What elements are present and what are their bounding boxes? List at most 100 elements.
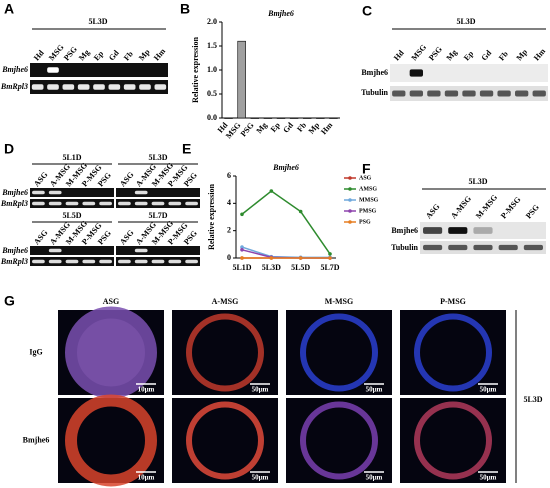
y-axis-label: Relative expression [191, 37, 200, 103]
gel-band [32, 201, 45, 206]
lane-label: PSG [427, 45, 444, 63]
point [298, 209, 303, 214]
bar [250, 117, 260, 119]
scale-bar-label: 10μm [138, 474, 155, 482]
stage-label: 5L3D [523, 395, 542, 404]
panel-label: D [4, 141, 14, 157]
lane-label: MSG [47, 43, 66, 63]
gel-band [151, 259, 165, 264]
x-tick-label: Mp [307, 120, 322, 135]
gel-band [168, 259, 182, 264]
gel-band [479, 90, 494, 97]
panel-label: B [180, 1, 190, 17]
lane-label: Mg [77, 48, 91, 63]
row-label: Bmjhe6 [361, 68, 388, 77]
gel-band [473, 227, 493, 234]
legend-label: PMSG [359, 208, 377, 214]
lane-label: Ep [462, 49, 476, 63]
y-tick-label: 6 [227, 171, 231, 180]
lane-label: PSG [62, 45, 79, 63]
tissue-ring [186, 313, 264, 392]
stage-label: 5L3D [456, 17, 475, 26]
x-tick-label: PSG [239, 121, 256, 139]
row-label: Bmjhe6 [391, 226, 418, 235]
gel-band [168, 201, 182, 206]
gel-band [93, 84, 105, 90]
y-tick-label: 0 [227, 253, 231, 262]
gel-band [134, 248, 148, 253]
lane-label: ASG [118, 170, 135, 188]
gel-strip [30, 188, 114, 197]
point [269, 189, 274, 193]
column-label: A-MSG [212, 297, 239, 306]
gel-band [48, 201, 62, 206]
gel-band [47, 84, 59, 90]
series-line [241, 190, 331, 255]
y-tick-label: 1.5 [207, 41, 217, 50]
panel-label: G [4, 293, 15, 309]
gel-band [62, 84, 75, 90]
lane-label: ASG [32, 170, 49, 188]
row-label: Bmjhe6 [23, 435, 50, 444]
tissue-ring [300, 401, 378, 480]
lane-label: Ep [92, 49, 106, 63]
x-tick-label: 5L1D [232, 263, 251, 272]
lane-label: A-MSG [449, 194, 473, 220]
tissue-ring [300, 313, 378, 392]
row-label: Bmjhe6 [1, 246, 28, 255]
x-tick-label: Gd [281, 120, 295, 134]
lane-label: Gd [480, 48, 494, 62]
lane-label: MSG [410, 43, 429, 63]
bar [263, 117, 273, 119]
row-label: Bmjhe6 [1, 188, 28, 197]
scale-bar-label: 50μm [480, 474, 497, 482]
y-tick-label: 2.0 [207, 17, 217, 26]
stage-label: 5L5D [62, 211, 81, 220]
gel-band [423, 244, 443, 251]
legend-marker [348, 198, 352, 202]
gel-band [32, 259, 45, 264]
panel-label: C [362, 3, 372, 19]
x-tick-label: Hm [319, 120, 334, 136]
gel-band [108, 84, 121, 90]
gel-band [32, 190, 45, 195]
gel-band [498, 244, 518, 251]
series-line [241, 246, 330, 259]
lane-label: Hd [32, 48, 46, 62]
gel-band [409, 90, 424, 97]
row-label: BmRpl3 [0, 199, 28, 208]
point [240, 245, 244, 249]
gel-band [31, 84, 44, 90]
x-tick-label: Fb [295, 120, 308, 133]
lane-label: Fb [122, 49, 135, 62]
lane-label: Fb [497, 49, 510, 62]
gel-strip [30, 63, 168, 77]
lane-label: ASG [424, 202, 441, 220]
point [328, 256, 332, 260]
row-label: Bmjhe6 [1, 65, 28, 74]
gel-band [82, 259, 96, 264]
gel-band [48, 248, 62, 253]
gel-band [185, 259, 198, 264]
gel-band [448, 244, 468, 251]
gel-band [473, 244, 493, 251]
lane-label: Mp [137, 47, 152, 62]
gel-strip [30, 246, 114, 255]
chart-title: Bmjhe6 [267, 9, 294, 18]
gel-band [151, 201, 165, 206]
stage-label: 5L3D [468, 177, 487, 186]
lane-label: Hm [532, 47, 547, 63]
gel-band [139, 84, 151, 90]
scale-bar-label: 50μm [252, 474, 269, 482]
gel-strip [116, 188, 200, 197]
point [240, 212, 244, 217]
gel-band [48, 259, 62, 264]
x-tick-label: Mg [254, 121, 268, 136]
column-label: ASG [103, 297, 119, 306]
gel-band [99, 201, 112, 206]
row-label: Tubulin [391, 243, 418, 252]
gel-band [118, 259, 131, 264]
y-tick-label: 4 [227, 198, 231, 207]
lane-label: ASG [118, 228, 135, 246]
